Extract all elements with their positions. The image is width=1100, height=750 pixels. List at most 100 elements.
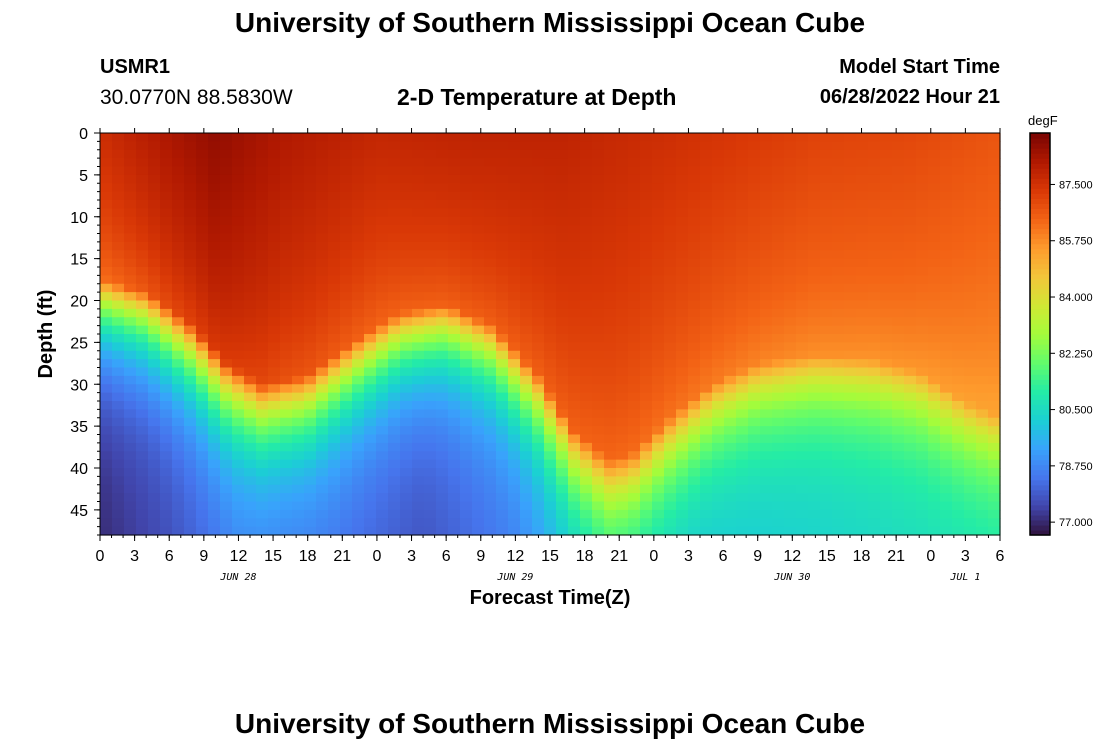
heatmap-cell <box>124 225 137 235</box>
heatmap-cell <box>100 442 113 452</box>
heatmap-cell <box>532 317 545 327</box>
heatmap-cell <box>736 292 749 302</box>
heatmap-cell <box>148 334 161 343</box>
heatmap-cell <box>856 459 869 469</box>
heatmap-cell <box>940 141 953 151</box>
heatmap-cell <box>364 401 377 410</box>
heatmap-cell <box>928 325 941 335</box>
colorbar-segment <box>1030 389 1050 395</box>
heatmap-cell <box>640 283 653 293</box>
heatmap-cell <box>748 401 761 410</box>
heatmap-cell <box>388 292 401 302</box>
heatmap-cell <box>196 300 209 310</box>
heatmap-cell <box>208 367 221 377</box>
heatmap-cell <box>136 334 149 343</box>
heatmap-cell <box>280 518 293 528</box>
heatmap-cell <box>724 241 737 251</box>
heatmap-cell <box>700 451 713 461</box>
heatmap-cell <box>544 426 557 436</box>
heatmap-cell <box>352 283 365 293</box>
heatmap-cell <box>928 409 941 419</box>
heatmap-cell <box>760 208 773 218</box>
heatmap-cell <box>220 317 233 327</box>
heatmap-cell <box>616 267 629 276</box>
heatmap-cell <box>544 191 557 201</box>
heatmap-cell <box>964 191 977 201</box>
heatmap-cell <box>868 375 881 385</box>
heatmap-cell <box>568 409 581 419</box>
heatmap-cell <box>592 174 605 184</box>
heatmap-cell <box>508 384 521 394</box>
heatmap-cell <box>748 359 761 369</box>
heatmap-cell <box>196 375 209 385</box>
colorbar-segment <box>1030 339 1050 345</box>
heatmap-cell <box>940 476 953 486</box>
heatmap-cell <box>244 342 257 352</box>
heatmap-cell <box>880 200 893 209</box>
heatmap-cell <box>952 334 965 343</box>
heatmap-cell <box>364 325 377 335</box>
heatmap-cell <box>292 468 305 477</box>
heatmap-cell <box>316 250 329 260</box>
heatmap-cell <box>580 375 593 385</box>
heatmap-cell <box>424 392 437 402</box>
heatmap-cell <box>496 141 509 151</box>
heatmap-cell <box>676 334 689 343</box>
heatmap-cell <box>232 417 245 427</box>
heatmap-cell <box>184 241 197 251</box>
heatmap-cell <box>364 166 377 176</box>
heatmap-cell <box>796 459 809 469</box>
heatmap-cell <box>268 225 281 235</box>
heatmap-cell <box>112 426 125 436</box>
heatmap-cell <box>712 334 725 343</box>
heatmap-cell <box>664 275 677 285</box>
heatmap-cell <box>808 476 821 486</box>
heatmap-cell <box>844 468 857 477</box>
heatmap-cell <box>280 158 293 168</box>
heatmap-cell <box>400 200 413 209</box>
heatmap-cell <box>688 225 701 235</box>
heatmap-cell <box>232 191 245 201</box>
heatmap-cell <box>532 133 545 142</box>
heatmap-cell <box>688 300 701 310</box>
heatmap-cell <box>496 518 509 528</box>
heatmap-cell <box>916 275 929 285</box>
heatmap-cell <box>316 283 329 293</box>
heatmap-cell <box>988 158 1001 168</box>
heatmap-cell <box>952 283 965 293</box>
x-tick-label: 3 <box>961 548 970 565</box>
heatmap-cell <box>340 158 353 168</box>
heatmap-cell <box>352 275 365 285</box>
heatmap-cell <box>964 434 977 444</box>
heatmap-cell <box>544 526 557 536</box>
heatmap-cell <box>940 283 953 293</box>
heatmap-cell <box>436 484 449 494</box>
heatmap-cell <box>232 141 245 151</box>
heatmap-cell <box>868 442 881 452</box>
heatmap-cell <box>136 509 149 519</box>
heatmap-cell <box>664 141 677 151</box>
heatmap-cell <box>544 451 557 461</box>
heatmap-cell <box>184 526 197 536</box>
chart-subtitle: 2-D Temperature at Depth <box>397 84 677 110</box>
heatmap-cell <box>316 401 329 410</box>
heatmap-cell <box>508 200 521 209</box>
heatmap-cell <box>592 334 605 343</box>
heatmap-cell <box>316 384 329 394</box>
heatmap-cell <box>640 225 653 235</box>
heatmap-cell <box>616 200 629 209</box>
heatmap-cell <box>712 216 725 226</box>
heatmap-cell <box>100 308 113 318</box>
heatmap-cell <box>388 133 401 142</box>
heatmap-cell <box>904 166 917 176</box>
heatmap-cell <box>736 401 749 410</box>
heatmap-cell <box>472 476 485 486</box>
heatmap-cell <box>688 476 701 486</box>
heatmap-cell <box>292 434 305 444</box>
heatmap-cell <box>508 141 521 151</box>
heatmap-cell <box>100 191 113 201</box>
heatmap-cell <box>532 350 545 360</box>
heatmap-cell <box>604 174 617 184</box>
heatmap-cell <box>436 342 449 352</box>
heatmap-cell <box>364 258 377 268</box>
